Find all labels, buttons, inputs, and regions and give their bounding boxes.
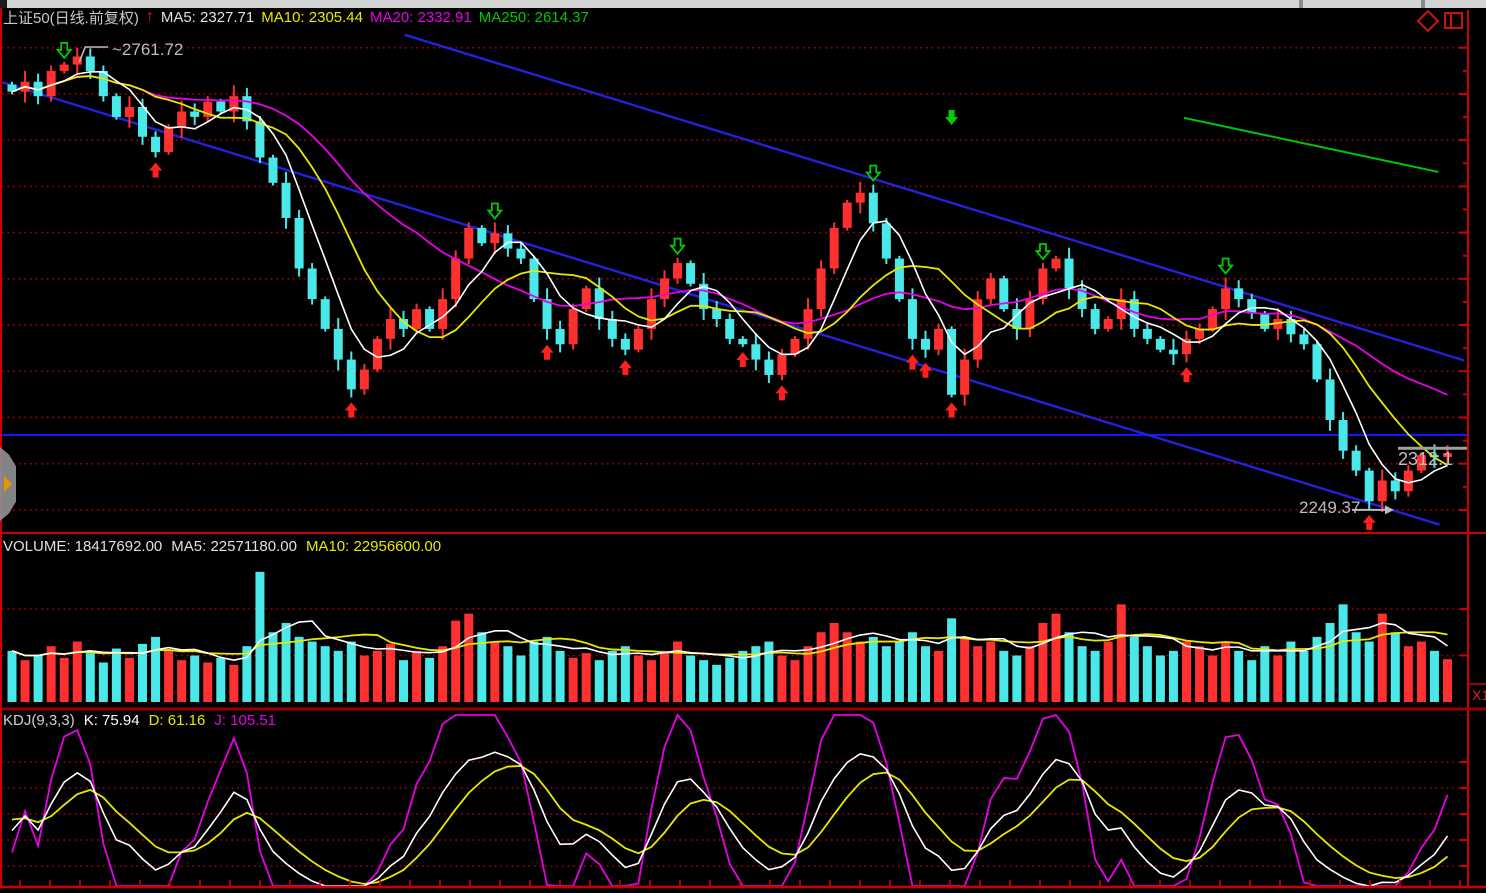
toolbar-separator (1299, 0, 1303, 8)
kdj-header: KDJ(9,3,3) K: 75.94 D: 61.16 J: 105.51 (3, 711, 276, 729)
ma250-value: MA250: 2614.37 (478, 8, 589, 26)
volume-header: VOLUME: 18417692.00 MA5: 22571180.00 MA1… (3, 537, 441, 555)
ma20-value: MA20: 2332.91 (370, 8, 472, 26)
volume-ma10-value: MA10: 22956600.00 (305, 537, 442, 555)
volume-value: VOLUME: 18417692.00 (3, 537, 163, 555)
kdj-j-value: J: 105.51 (214, 711, 277, 729)
corner-notch (0, 0, 7, 8)
ma5-value: MA5: 2327.71 (160, 8, 255, 26)
diamond-icon[interactable] (1416, 9, 1440, 32)
split-window-icon[interactable] (1444, 12, 1463, 29)
expand-arrow-icon (4, 476, 12, 492)
trend-up-icon: ↑ (145, 8, 154, 25)
symbol-title[interactable]: 上证50(日线.前复权) (3, 9, 139, 27)
kdj-name[interactable]: KDJ(9,3,3) (3, 711, 75, 729)
main-chart-header: 上证50(日线.前复权) ↑ MA5: 2327.71 MA10: 2305.4… (3, 8, 589, 27)
volume-scale-label: X1 (1472, 687, 1486, 703)
extreme-low-annotation: 2249.37 (1299, 498, 1361, 517)
kdj-d-value: D: 61.16 (148, 711, 206, 729)
sidebar-slide-handle[interactable] (0, 447, 16, 521)
last-price-label: 2312.1 (1398, 449, 1454, 469)
extreme-high-annotation: ~2761.72 (112, 40, 184, 59)
ma10-value: MA10: 2305.44 (261, 8, 363, 26)
toolbar-separator (1421, 0, 1425, 8)
kdj-k-value: K: 75.94 (83, 711, 140, 729)
toolbar-bottom-strip (7, 0, 1486, 8)
pane-corner-icons (1416, 9, 1463, 32)
volume-ma5-value: MA5: 22571180.00 (171, 537, 297, 555)
